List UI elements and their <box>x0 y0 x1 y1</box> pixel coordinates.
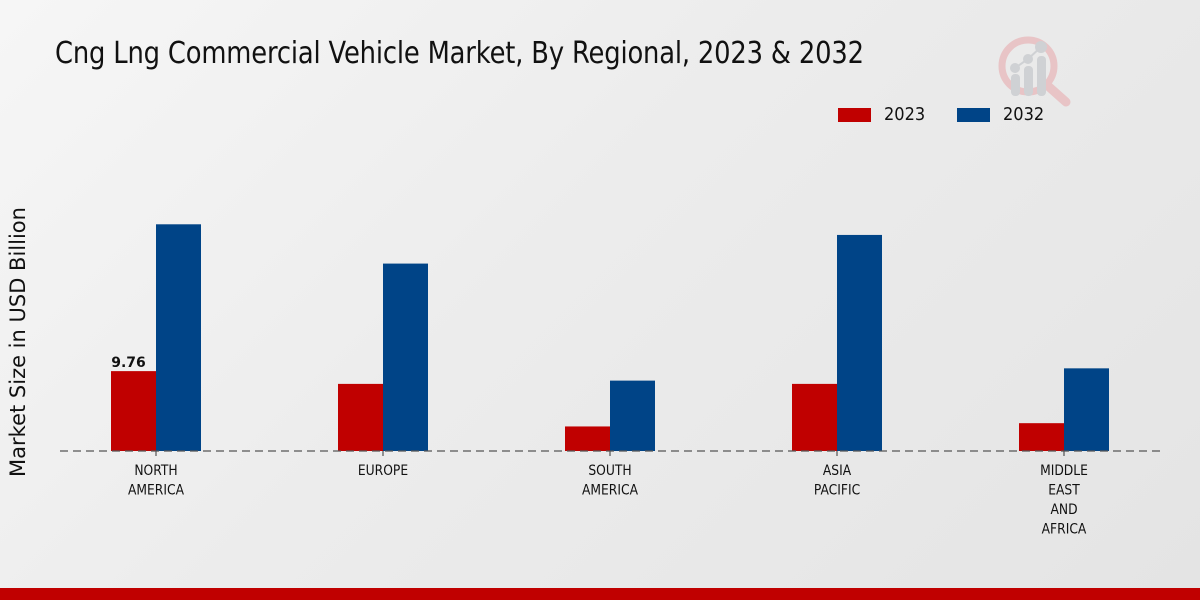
x-tick-label: EUROPE <box>358 463 408 479</box>
bar-2023-asia-pacific <box>792 383 837 451</box>
bar-2032-south-america <box>610 380 655 451</box>
bar-2023-south-america <box>565 426 610 451</box>
bar-2023-north-america <box>111 371 156 451</box>
bar-2032-asia-pacific <box>837 234 882 451</box>
x-tick-label: SOUTH AMERICA <box>582 463 638 498</box>
x-tick-label: MIDDLE EAST AND AFRICA <box>1040 463 1088 537</box>
legend-label-2023: 2023 <box>884 104 926 125</box>
legend-item-2032[interactable]: 2032 <box>957 104 1049 125</box>
bar-2032-europe <box>383 263 428 451</box>
bar-2032-middle-east-and-africa <box>1064 368 1109 451</box>
legend-label-2032: 2032 <box>1003 104 1045 125</box>
bar-2032-north-america <box>156 224 201 451</box>
footer-bar <box>0 588 1200 600</box>
legend-swatch-2023 <box>838 107 871 122</box>
bar-2023-middle-east-and-africa <box>1019 423 1064 451</box>
data-label: 9.76 <box>111 355 146 371</box>
legend-swatch-2032 <box>957 107 990 122</box>
x-tick-label: ASIA PACIFIC <box>814 463 860 498</box>
chart-title: Cng Lng Commercial Vehicle Market, By Re… <box>55 36 864 71</box>
x-tick-label: NORTH AMERICA <box>128 463 184 498</box>
legend-item-2023[interactable]: 2023 <box>838 104 930 125</box>
brand-logo-icon <box>998 36 1071 107</box>
bar-2023-europe <box>338 383 383 451</box>
